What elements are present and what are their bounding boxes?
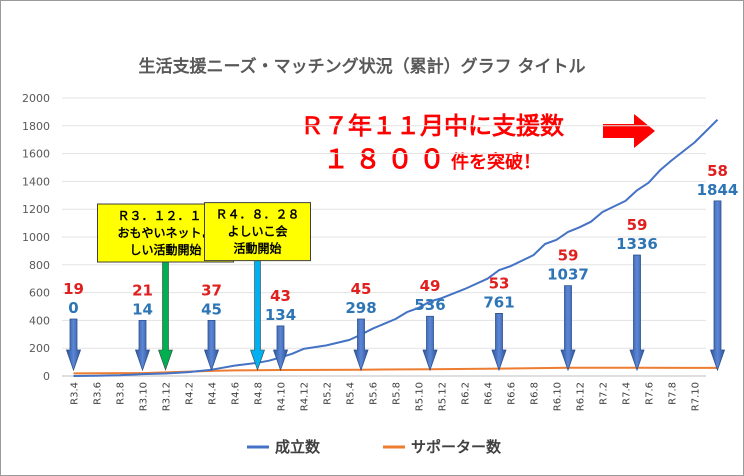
marker-arrow [491, 313, 507, 372]
grid [62, 97, 706, 377]
data-label-supporters: 19 [63, 280, 84, 298]
x-tick-label: R3.6 [93, 382, 104, 405]
x-tick-label: R3.12 [162, 382, 173, 411]
y-tick-label: 200 [29, 342, 50, 355]
y-tick-label: 0 [43, 370, 50, 383]
marker-arrow [353, 318, 369, 372]
x-tick-label: R5.2 [323, 382, 334, 405]
y-tick-label: 1200 [22, 203, 50, 216]
x-tick-label: R5.8 [392, 382, 403, 405]
milestone-text: しい活動開始 [129, 242, 201, 257]
headline-number: １８００ [323, 145, 451, 175]
legend: 成立数 サポーター数 [247, 438, 502, 456]
x-tick-label: R6.12 [576, 382, 587, 411]
x-tick-label: R6.10 [553, 382, 564, 411]
x-tick-label: R4.10 [277, 382, 288, 411]
data-label-matched: 14 [132, 300, 153, 318]
marker-arrow [203, 319, 220, 372]
series-line-成立数 [73, 118, 719, 377]
x-tick-label: R6.8 [530, 382, 541, 405]
x-tick-label: R5.10 [415, 382, 426, 411]
y-tick-label: 1000 [22, 231, 50, 244]
y-tick-label: 1600 [22, 148, 50, 161]
legend-label: 成立数 [275, 438, 321, 456]
marker-arrow [629, 254, 645, 372]
x-tick-label: R6.4 [484, 382, 495, 405]
data-label-supporters: 59 [558, 247, 579, 265]
data-label-matched: 0 [68, 299, 78, 317]
x-tick-label: R7.4 [622, 382, 633, 405]
marker-arrows [65, 200, 726, 372]
x-tick-label: R4.2 [185, 382, 196, 405]
milestone-text: 活動開始 [233, 241, 281, 256]
data-label-supporters: 37 [201, 281, 222, 299]
marker-arrow [709, 200, 726, 372]
data-label-matched: 1844 [697, 181, 739, 199]
headline-line2: １８００件を突破！ [323, 145, 541, 175]
y-tick-label: 1400 [22, 175, 50, 188]
milestone-arrow [250, 260, 265, 371]
y-axis: 0 200 400 600 800 1000 1200 1400 1600 1800 2000 [22, 92, 50, 383]
chart-title: 生活支援ニーズ・マッチング状況（累計）グラフ タイトル [138, 56, 585, 77]
data-label-matched: 1336 [616, 235, 658, 253]
data-label-matched: 45 [201, 300, 222, 318]
y-tick-label: 800 [29, 259, 50, 272]
y-tick-label: 400 [29, 314, 50, 327]
data-label-supporters: 53 [489, 274, 510, 292]
data-label-matched: 298 [345, 299, 376, 317]
y-tick-label: 2000 [22, 92, 50, 105]
data-label-matched: 134 [265, 306, 296, 324]
milestone-box [204, 202, 311, 262]
x-axis: R3.4 R3.6 R3.8 R3.10 R3.12 R4.2 R4.4 R4.6 R4.8 R4… [70, 382, 702, 411]
headline-suffix: 件を突破！ [451, 151, 541, 173]
x-tick-label: R4.8 [254, 382, 265, 405]
data-label-matched: 536 [414, 296, 445, 314]
milestone-text: よしいこ会 [227, 224, 288, 239]
milestone-text: Ｒ４．８．２８ [215, 208, 299, 222]
x-tick-label: R5.4 [346, 382, 357, 405]
marker-arrow [422, 315, 438, 372]
data-label-supporters: 43 [270, 287, 291, 305]
marker-arrow [272, 325, 289, 372]
y-tick-label: 1800 [22, 120, 50, 133]
x-tick-label: R7.2 [599, 382, 610, 405]
headline-arrow [603, 114, 655, 148]
legend-label: サポーター数 [411, 438, 502, 456]
milestone-text: Ｒ３．１２．１８ [117, 209, 213, 223]
x-tick-label: R7.8 [668, 382, 679, 405]
x-tick-label: R7.10 [691, 382, 702, 411]
x-tick-label: R6.2 [461, 382, 472, 405]
data-label-matched: 761 [483, 293, 514, 311]
x-tick-label: R3.8 [116, 382, 127, 405]
x-tick-label: R4.6 [231, 382, 242, 405]
x-tick-label: R6.6 [507, 382, 518, 405]
x-tick-label: R5.6 [369, 382, 380, 405]
milestone-text: おもやいネットよ [117, 226, 213, 240]
series [73, 118, 719, 377]
x-tick-label: R5.12 [438, 382, 449, 411]
marker-arrow [560, 285, 576, 372]
marker-arrow [65, 318, 82, 372]
x-tick-label: R3.4 [70, 382, 81, 405]
x-tick-label: R7.6 [645, 382, 656, 405]
y-tick-label: 600 [29, 287, 50, 300]
milestone-arrow [158, 261, 173, 371]
data-label-supporters: 59 [627, 216, 648, 234]
data-label-supporters: 21 [132, 281, 153, 299]
data-label-supporters: 45 [351, 280, 372, 298]
data-label-supporters: 58 [707, 162, 728, 180]
data-label-matched: 1037 [547, 266, 589, 284]
x-tick-label: R3.10 [139, 382, 150, 411]
x-tick-label: R4.12 [300, 382, 311, 411]
marker-arrow [134, 319, 151, 372]
x-tick-label: R4.4 [208, 382, 219, 405]
data-label-supporters: 49 [420, 277, 441, 295]
